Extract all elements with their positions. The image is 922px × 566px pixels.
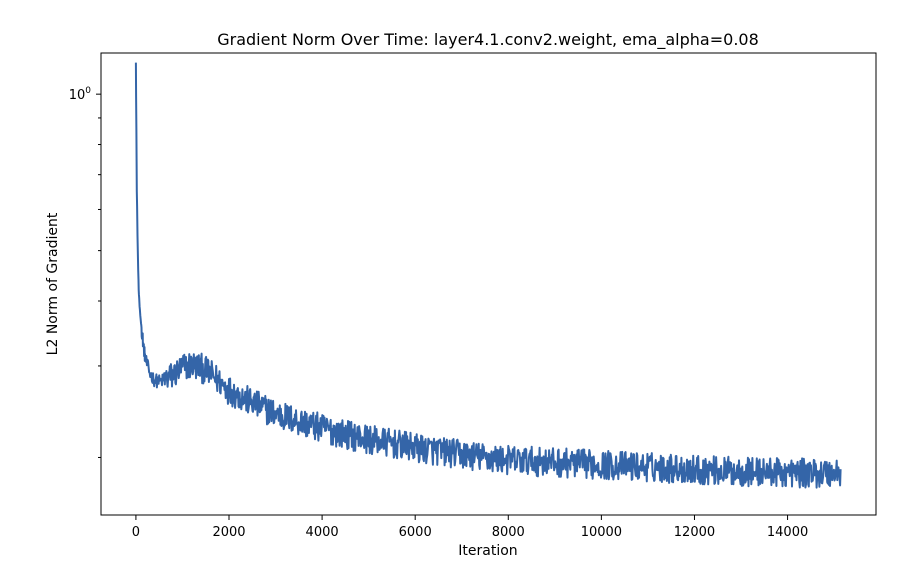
x-axis-label: Iteration — [458, 543, 517, 559]
x-tick-label: 14000 — [767, 525, 808, 540]
y-axis-label: L2 Norm of Gradient — [45, 212, 61, 355]
x-axis: 0 2000 4000 6000 8000 10000 12000 14000 — [132, 515, 808, 540]
x-tick-label: 2000 — [212, 525, 245, 540]
series-line — [134, 62, 842, 489]
x-tick-label: 0 — [132, 525, 140, 540]
x-tick-label: 6000 — [399, 525, 432, 540]
chart-title: Gradient Norm Over Time: layer4.1.conv2.… — [217, 30, 759, 50]
plot-area — [134, 62, 842, 489]
x-tick-label: 12000 — [674, 525, 715, 540]
x-tick-label: 8000 — [492, 525, 525, 540]
axes-frame — [100, 52, 877, 516]
x-tick-label: 10000 — [581, 525, 622, 540]
x-tick-label: 4000 — [306, 525, 339, 540]
